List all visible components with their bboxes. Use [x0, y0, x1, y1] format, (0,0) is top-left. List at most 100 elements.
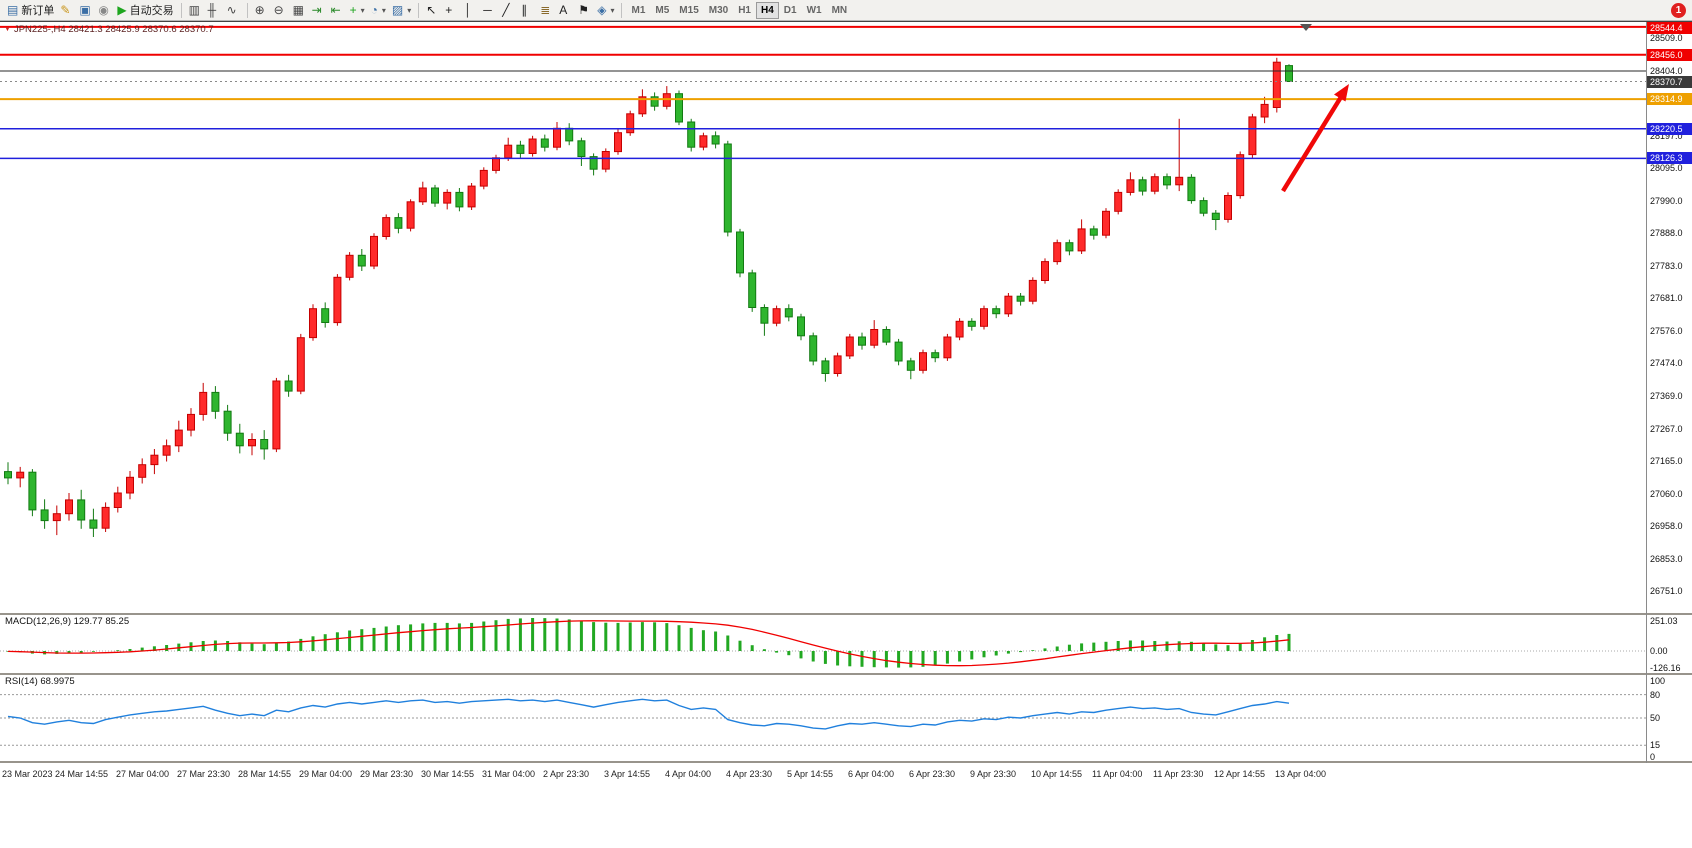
- time-label: 11 Apr 04:00: [1092, 769, 1143, 779]
- text-icon: A: [559, 3, 568, 17]
- price-tick: 26751.0: [1650, 585, 1683, 596]
- crosshair-button[interactable]: +: [442, 1, 461, 19]
- time-label: 29 Mar 04:00: [299, 769, 353, 779]
- tile-windows-icon: ▦: [292, 3, 304, 17]
- macd-scale-label: 0.00: [1650, 646, 1668, 656]
- horizontal-line-button[interactable]: ─: [480, 1, 499, 19]
- chevron-down-icon[interactable]: ▾: [360, 5, 365, 15]
- periods-button[interactable]: ◔ ▾: [368, 1, 389, 19]
- cursor-button[interactable]: ↖: [423, 1, 442, 19]
- text-label-icon: ⚑: [578, 3, 589, 17]
- pane-separator[interactable]: [0, 673, 1692, 675]
- market-button[interactable]: ▣: [76, 1, 95, 19]
- timeframe-h4-button[interactable]: H4: [756, 1, 779, 19]
- pane-separator[interactable]: [0, 613, 1692, 615]
- vertical-line-icon: │: [464, 3, 472, 17]
- timeframe-m15-button[interactable]: M15: [674, 2, 703, 19]
- rsi-plot: [0, 694, 1646, 746]
- zoom-out-icon: ⊖: [273, 3, 284, 17]
- templates-icon: ▨: [391, 3, 404, 17]
- line-chart-button[interactable]: ∿: [224, 1, 243, 19]
- candlestick-chart-button[interactable]: ╫: [205, 1, 224, 19]
- bar-chart-icon: ▥: [188, 3, 200, 17]
- autotrading-label: 自动交易: [129, 5, 174, 17]
- price-label-28544.4: 28544.4: [1647, 22, 1692, 34]
- equidistant-channel-button[interactable]: ∥: [518, 1, 537, 19]
- time-label: 5 Apr 14:55: [787, 769, 834, 779]
- price-axis[interactable]: 28509.0 28404.0 28197.0 28095.0 27990.0 27888…: [1647, 22, 1692, 763]
- chart-shift-icon: ⇤: [330, 3, 341, 17]
- time-label: 23 Mar 2023: [2, 769, 53, 779]
- auto-scroll-button[interactable]: ⇥: [309, 1, 328, 19]
- timeframe-h1-button[interactable]: H1: [733, 2, 756, 19]
- notification-badge[interactable]: 1: [1671, 2, 1686, 18]
- axis-divider: [1646, 22, 1647, 763]
- sell-marker-icon: ▼: [4, 26, 11, 33]
- arrows-icon: ◈: [597, 3, 607, 17]
- text-button[interactable]: A: [556, 1, 575, 19]
- equidistant-channel-icon: ∥: [521, 3, 528, 17]
- zoom-in-button[interactable]: ⊕: [252, 1, 271, 19]
- price-chart-pane[interactable]: ▼ JPN225-,H4 28421.3 28425.9 28370.6 283…: [0, 22, 1646, 613]
- rsi-scale-label: 0: [1650, 752, 1656, 762]
- time-label: 12 Apr 14:55: [1214, 769, 1266, 779]
- trendline-button[interactable]: ╱: [499, 1, 518, 19]
- time-label: 27 Mar 23:30: [177, 769, 231, 779]
- chart-shift-marker-icon[interactable]: [1300, 24, 1312, 31]
- macd-pane[interactable]: MACD(12,26,9) 129.77 85.25: [0, 615, 1646, 673]
- timeframe-d1-button[interactable]: D1: [779, 2, 802, 19]
- up-arrow-annotation[interactable]: [1281, 84, 1349, 193]
- time-label: 30 Mar 14:55: [421, 769, 475, 779]
- rsi-scale-label: 80: [1650, 689, 1661, 700]
- timeframe-mn-button[interactable]: MN: [827, 2, 853, 19]
- price-label-28456.0: 28456.0: [1647, 48, 1692, 61]
- chevron-down-icon[interactable]: ▾: [407, 5, 412, 15]
- time-axis[interactable]: 23 Mar 2023 24 Mar 14:55 27 Mar 04:00 27 Ma…: [0, 763, 1646, 788]
- chevron-down-icon[interactable]: ▾: [610, 5, 615, 15]
- price-tick: 27369.0: [1650, 391, 1683, 402]
- vertical-line-button[interactable]: │: [461, 1, 480, 19]
- candlestick-chart[interactable]: [0, 22, 1646, 613]
- chevron-down-icon[interactable]: ▾: [381, 5, 386, 15]
- time-label: 6 Apr 04:00: [848, 769, 895, 779]
- rsi-label: RSI(14) 68.9975: [5, 676, 75, 687]
- templates-button[interactable]: ▨ ▾: [389, 1, 414, 19]
- zoom-in-icon: ⊕: [254, 3, 265, 17]
- rsi-scale-label: 50: [1650, 713, 1661, 723]
- price-tick: 27576.0: [1650, 326, 1683, 337]
- macd-scale-label: -126.16: [1650, 662, 1681, 673]
- time-label: 6 Apr 23:30: [909, 769, 956, 779]
- timeframe-w1-button[interactable]: W1: [802, 2, 827, 19]
- time-label: 3 Apr 14:55: [604, 769, 651, 779]
- timeframe-m1-button[interactable]: M1: [626, 2, 650, 19]
- text-label-button[interactable]: ⚑: [575, 1, 594, 19]
- time-label: 4 Apr 04:00: [665, 769, 712, 779]
- price-tick: 27165.0: [1650, 455, 1683, 466]
- arrows-button[interactable]: ◈ ▾: [594, 1, 617, 19]
- toolbar-separator: [246, 2, 248, 18]
- pane-separator[interactable]: [0, 761, 1692, 763]
- bar-chart-button[interactable]: ▥: [186, 1, 205, 19]
- auto-scroll-icon: ⇥: [311, 3, 322, 17]
- chart-window[interactable]: ▼ JPN225-,H4 28421.3 28425.9 28370.6 283…: [0, 21, 1692, 787]
- time-label: 31 Mar 04:00: [482, 769, 536, 779]
- indicators-button[interactable]: + ▾: [347, 1, 368, 19]
- tile-windows-button[interactable]: ▦: [290, 1, 309, 19]
- toolbar-groups: ▤ 新订单 ✎ ▣ ◉ ▶ 自动交易 ▥ ╫ ∿ ⊕ ⊖ ▦ ⇥ ⇤ + ▾ ◔ ▾ ▨ ▾ ↖ + │ ─ ╱ ∥ ≣ A ⚑ ◈ ▾ M1 M…: [4, 1, 852, 19]
- rsi-pane[interactable]: RSI(14) 68.9975: [0, 675, 1646, 761]
- indicators-icon: +: [349, 3, 357, 17]
- autotrading-button[interactable]: ▶ 自动交易: [114, 1, 176, 19]
- timeframe-m30-button[interactable]: M30: [704, 2, 733, 19]
- chart-shift-button[interactable]: ⇤: [328, 1, 347, 19]
- fibonacci-icon: ≣: [540, 3, 551, 17]
- fibonacci-button[interactable]: ≣: [537, 1, 556, 19]
- market-icon: ▣: [79, 3, 91, 17]
- zoom-out-button[interactable]: ⊖: [271, 1, 290, 19]
- metaeditor-button[interactable]: ✎: [57, 1, 76, 19]
- price-tick: 27267.0: [1650, 423, 1683, 434]
- signals-button[interactable]: ◉: [95, 1, 114, 19]
- trendline-icon: ╱: [502, 3, 510, 17]
- new-order-button[interactable]: ▤ 新订单: [4, 1, 57, 19]
- price-tick: 26853.0: [1650, 553, 1683, 564]
- timeframe-m5-button[interactable]: M5: [650, 2, 674, 19]
